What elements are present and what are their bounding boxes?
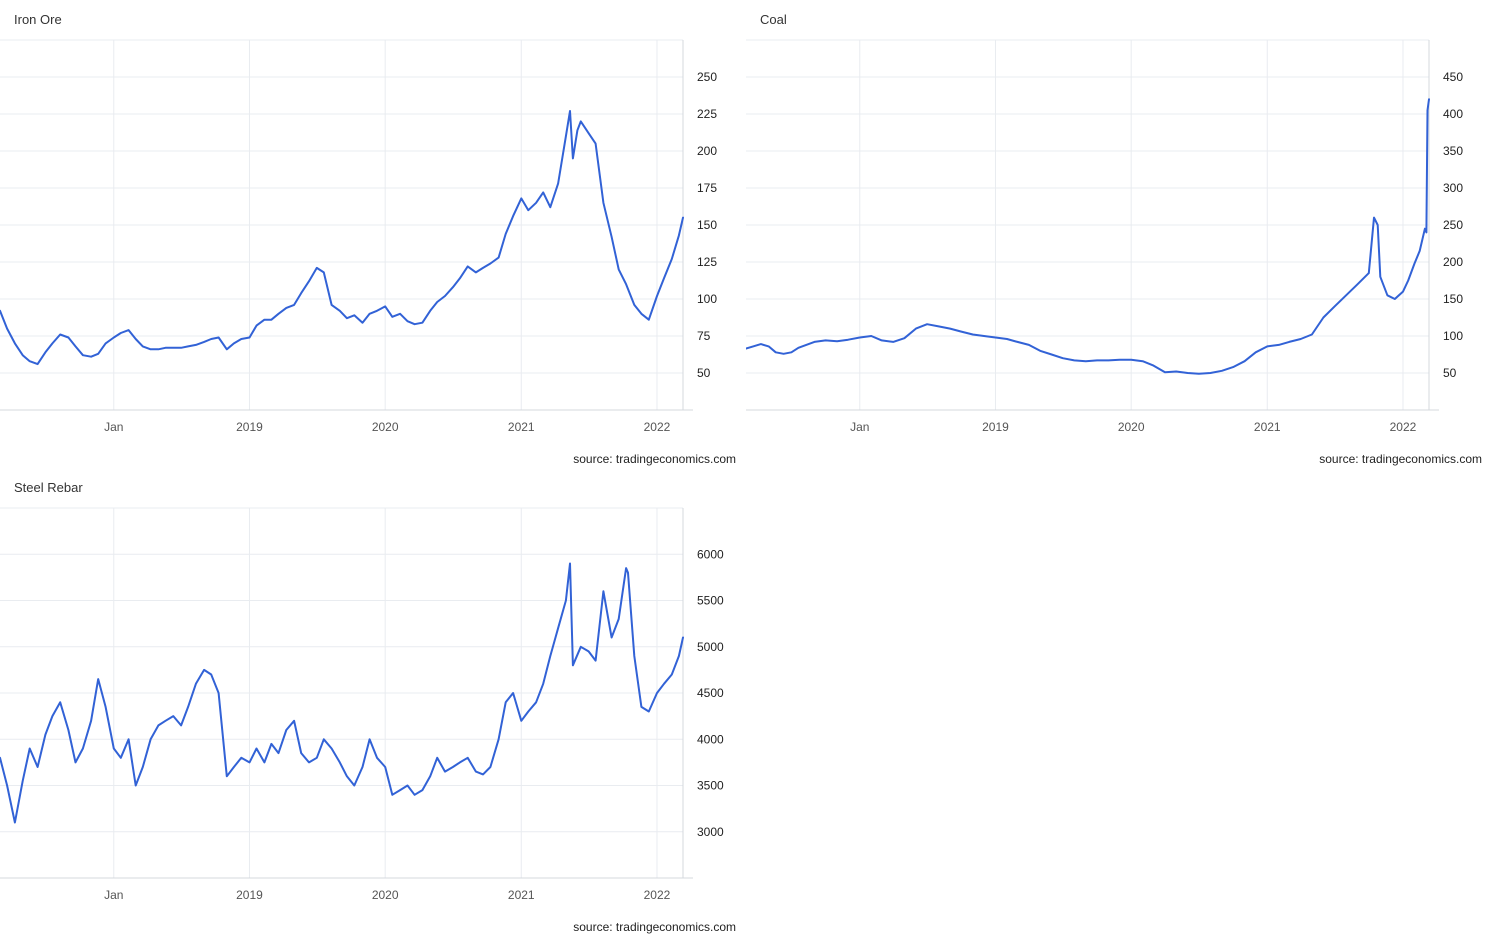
y-tick-label: 200 bbox=[697, 144, 717, 158]
series-line bbox=[0, 562, 684, 824]
iron-ore-panel: Iron Ore 50 75 100 125 150 175 200 225 250 Jan 201… bbox=[0, 0, 746, 468]
y-tick-label: 450 bbox=[1443, 70, 1463, 84]
x-tick-label: Jan bbox=[104, 420, 123, 434]
chart-title: Steel Rebar bbox=[14, 480, 83, 495]
y-tick-label: 75 bbox=[697, 329, 711, 343]
y-tick-label: 150 bbox=[1443, 292, 1463, 306]
coal-chart: 50 100 150 200 250 300 350 400 450 Jan 2019 2020 202… bbox=[746, 39, 1463, 434]
x-tick-label: 2021 bbox=[508, 420, 535, 434]
y-tick-label: 5500 bbox=[697, 594, 724, 608]
chart-title: Coal bbox=[760, 12, 787, 27]
x-tick-label: 2022 bbox=[644, 420, 671, 434]
y-tick-label: 3000 bbox=[697, 825, 724, 839]
y-tick-label: 50 bbox=[697, 366, 711, 380]
series-line bbox=[746, 98, 1430, 375]
x-tick-label: 2021 bbox=[1254, 420, 1281, 434]
y-tick-label: 5000 bbox=[697, 640, 724, 654]
series-line bbox=[0, 110, 684, 366]
y-tick-label: 175 bbox=[697, 181, 717, 195]
y-tick-label: 125 bbox=[697, 255, 717, 269]
y-tick-label: 200 bbox=[1443, 255, 1463, 269]
x-tick-label: Jan bbox=[850, 420, 869, 434]
x-tick-label: 2019 bbox=[236, 420, 263, 434]
source-label: source: tradingeconomics.com bbox=[573, 920, 736, 934]
coal-panel: Coal 50 100 150 200 250 300 350 400 450 Jan 2019 20… bbox=[746, 0, 1492, 468]
y-tick-label: 350 bbox=[1443, 144, 1463, 158]
y-tick-label: 50 bbox=[1443, 366, 1457, 380]
x-tick-label: 2020 bbox=[1118, 420, 1145, 434]
gridlines bbox=[746, 39, 1429, 410]
x-tick-label: 2022 bbox=[644, 888, 671, 902]
y-tick-label: 300 bbox=[1443, 181, 1463, 195]
y-tick-label: 250 bbox=[1443, 218, 1463, 232]
y-tick-label: 225 bbox=[697, 107, 717, 121]
y-tick-label: 4500 bbox=[697, 686, 724, 700]
y-tick-label: 150 bbox=[697, 218, 717, 232]
y-tick-label: 400 bbox=[1443, 107, 1463, 121]
x-tick-label: 2021 bbox=[508, 888, 535, 902]
y-tick-label: 250 bbox=[697, 70, 717, 84]
y-tick-label: 4000 bbox=[697, 732, 724, 746]
x-tick-label: 2019 bbox=[236, 888, 263, 902]
y-tick-label: 6000 bbox=[697, 547, 724, 561]
x-tick-label: 2022 bbox=[1390, 420, 1417, 434]
gridlines bbox=[0, 39, 683, 410]
iron-ore-chart: 50 75 100 125 150 175 200 225 250 Jan 2019 2020 2021… bbox=[0, 39, 717, 434]
y-tick-label: 3500 bbox=[697, 779, 724, 793]
source-label: source: tradingeconomics.com bbox=[1319, 452, 1482, 466]
source-label: source: tradingeconomics.com bbox=[573, 452, 736, 466]
x-tick-label: 2020 bbox=[372, 888, 399, 902]
gridlines bbox=[0, 507, 683, 878]
steel-rebar-panel: Steel Rebar 3000 3500 4000 4500 5000 5500 6000… bbox=[0, 468, 746, 936]
y-tick-label: 100 bbox=[1443, 329, 1463, 343]
chart-title: Iron Ore bbox=[14, 12, 62, 27]
x-tick-label: 2019 bbox=[982, 420, 1009, 434]
y-tick-label: 100 bbox=[697, 292, 717, 306]
x-tick-label: 2020 bbox=[372, 420, 399, 434]
x-tick-label: Jan bbox=[104, 888, 123, 902]
steel-rebar-chart: 3000 3500 4000 4500 5000 5500 6000 Jan 2019 2020 2… bbox=[0, 507, 724, 902]
